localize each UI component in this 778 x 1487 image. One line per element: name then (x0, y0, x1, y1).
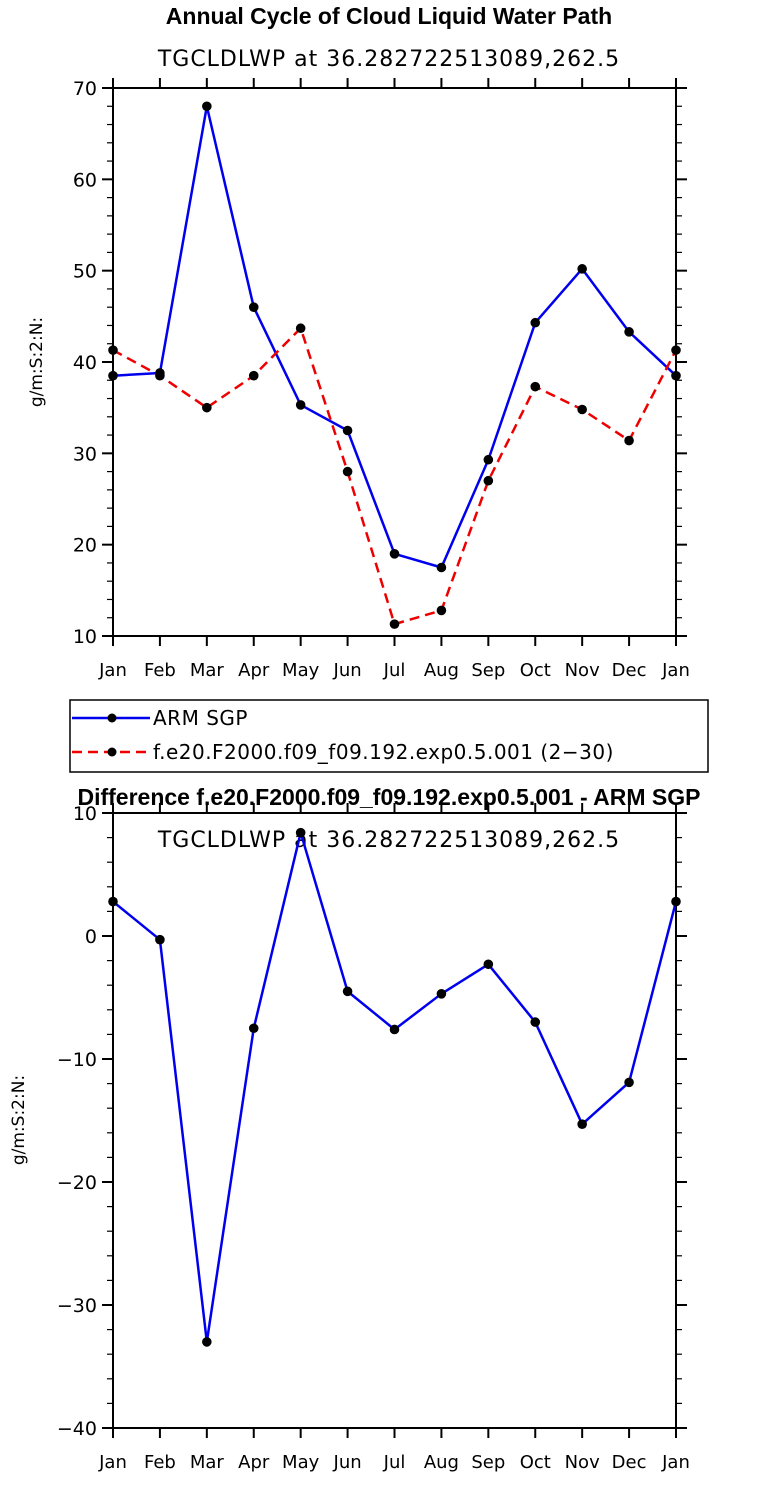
chart1-series-1-point (155, 370, 165, 381)
chart2-series-0-point (483, 959, 494, 970)
chart1-xtick-label: May (282, 660, 320, 681)
chart2-xtick-label: Apr (238, 1452, 270, 1473)
chart2-ytick-label: 0 (85, 926, 97, 948)
chart1-series-1-point (202, 402, 212, 413)
chart2-xtick-label: Mar (190, 1452, 225, 1473)
chart2-series-0-point (389, 1024, 400, 1035)
chart2-ytick-label: −10 (57, 1049, 97, 1071)
legend: ARM SGP f.e20.F2000.f09_f09.192.exp0.5.0… (69, 699, 709, 773)
chart2-series-0-point (108, 896, 118, 907)
chart1-xtick-label: Sep (471, 660, 505, 681)
chart2-xtick-label: Feb (144, 1452, 176, 1473)
chart2-ytick-label: −20 (57, 1172, 97, 1194)
chart1-ytick-label: 70 (73, 78, 97, 100)
chart2-xtick-label: Jun (333, 1452, 362, 1473)
chart1-xtick-label: Jan (661, 660, 690, 681)
chart2-series-0-point (671, 896, 681, 907)
chart2-title: Difference f.e20.F2000.f09_f09.192.exp0.… (77, 784, 700, 810)
chart1-series-0-point (483, 454, 494, 465)
chart1-series-0-point (295, 400, 306, 410)
chart1-series-0-point (342, 425, 353, 436)
chart2-xtick-label: Dec (612, 1452, 647, 1473)
chart2-series-line-0 (112, 831, 678, 1344)
chart1-ytick-label: 20 (73, 535, 97, 557)
chart2-series-0-point (155, 934, 165, 945)
chart2-frame (112, 812, 677, 1429)
chart1-series-0-point (389, 549, 400, 559)
chart1-ytick-label: 30 (73, 443, 97, 465)
chart1-series-0-point (624, 327, 634, 337)
chart1-xtick-label: Mar (190, 660, 225, 681)
chart1-xtick-label: Aug (424, 660, 459, 681)
chart1-subtitle: TGCLDLWP at 36.282722513089,262.5 (157, 47, 620, 72)
chart1-series-1-point (577, 404, 587, 415)
legend-label-arm: ARM SGP (153, 706, 248, 730)
chart1-series-0-point (248, 302, 259, 313)
chart1-series-1-point (248, 370, 259, 381)
chart1-xtick-label: Jan (98, 660, 127, 681)
chart2-xtick-label: Sep (471, 1452, 505, 1473)
chart1-series-line-1 (112, 326, 678, 626)
chart1-xtick-label: Jun (333, 660, 362, 681)
chart2-series-0-point (202, 1337, 212, 1347)
chart1-series-0-point (202, 101, 212, 112)
chart1-title: Annual Cycle of Cloud Liquid Water Path (166, 3, 612, 29)
chart1-series-0-point (436, 562, 447, 573)
chart1-xtick-label: Nov (565, 660, 600, 681)
legend-marker-arm (107, 713, 117, 723)
chart1-xtick-label: Oct (520, 660, 551, 681)
chart1-series-1-point (342, 466, 353, 477)
chart1-series-0-point (530, 317, 541, 328)
chart1-ytick-label: 10 (73, 626, 97, 648)
chart2-ytick-label: −40 (57, 1418, 97, 1440)
chart2-series-0-point (342, 986, 353, 997)
chart1-series-1-point (436, 605, 447, 616)
chart1-series-line-0 (112, 105, 677, 569)
chart1-ylabel: g/m:S:2:N: (27, 317, 47, 407)
chart2-series-0-point (624, 1077, 634, 1088)
chart2-plot: −40 −30 −20 −10 0 10 Jan Feb Mar Apr May Jun Jul Aug S… (57, 803, 690, 1473)
chart2-xtick-label: Jan (661, 1452, 690, 1473)
chart1-series-1-point (108, 345, 118, 355)
chart2-series-0-point (436, 989, 447, 999)
chart1-series-0-point (577, 264, 587, 274)
legend-marker-model (107, 747, 117, 757)
chart2-series-0-point (530, 1017, 541, 1027)
chart1-ytick-label: 40 (73, 352, 97, 374)
chart1-ytick-label: 50 (73, 261, 97, 283)
chart2-xtick-label: Nov (565, 1452, 600, 1473)
chart2-xtick-label: Aug (424, 1452, 459, 1473)
chart1-xtick-label: Apr (238, 660, 270, 681)
chart2-xtick-label: Jul (383, 1452, 406, 1473)
chart1-xtick-label: Feb (144, 660, 176, 681)
chart1-series-0-point (671, 370, 681, 381)
legend-box (69, 699, 709, 773)
chart1-ytick-label: 60 (73, 169, 97, 191)
chart2-series-0-point (577, 1119, 587, 1129)
chart2-ytick-label: 10 (73, 803, 97, 825)
chart1-xtick-label: Dec (612, 660, 647, 681)
chart1-series-1-point (295, 323, 306, 334)
chart1-series-1-point (671, 345, 681, 355)
chart1-series-0-point (108, 370, 118, 381)
chart1-plot: 10 20 30 40 50 60 70 Jan Feb Mar Apr May Jun Jul Aug Se… (73, 78, 690, 681)
chart2-ylabel: g/m:S:2:N: (9, 1075, 29, 1165)
chart2-xtick-label: Oct (520, 1452, 551, 1473)
chart2-ytick-label: −30 (57, 1295, 97, 1317)
chart1-series-1-point (389, 619, 400, 629)
chart1-series-1-point (530, 381, 541, 392)
chart2-xtick-label: Jan (98, 1452, 127, 1473)
chart1-xtick-label: Jul (383, 660, 406, 681)
chart2-series-0-point (295, 827, 306, 838)
chart2-series-0-point (248, 1023, 259, 1034)
chart2-subtitle: TGCLDLWP at 36.282722513089,262.5 (157, 828, 620, 853)
legend-label-model: f.e20.F2000.f09_f09.192.exp0.5.001 (2−30… (153, 740, 614, 764)
chart1-series-1-point (624, 435, 634, 446)
chart2-xtick-label: May (282, 1452, 320, 1473)
chart1-series-1-point (483, 475, 494, 486)
